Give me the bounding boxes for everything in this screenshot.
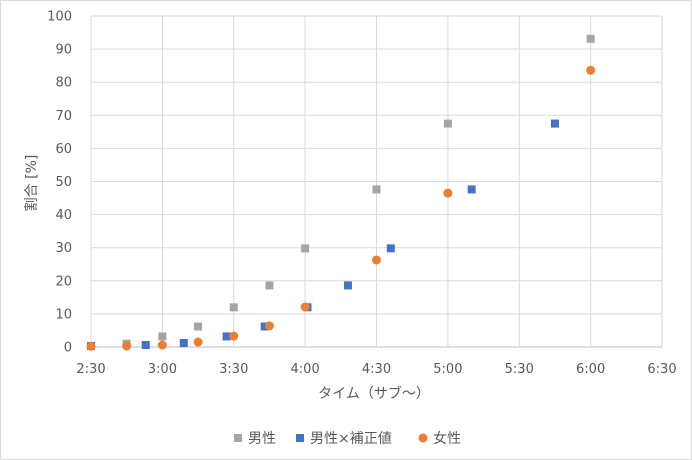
x-tick-label: 4:00: [291, 362, 320, 377]
gridlines: [90, 15, 663, 348]
series-2-point: [550, 119, 559, 128]
x-tick-label: 3:30: [219, 362, 248, 377]
y-axis-ticks: 0 10 20 30 40 50 60 70 80 90 100: [47, 10, 72, 356]
x-tick-label: 4:30: [362, 362, 391, 377]
y-tick-label: 20: [55, 274, 72, 289]
x-tick-label: 6:30: [647, 362, 676, 377]
y-tick-label: 40: [55, 208, 72, 223]
series-3-point: [86, 341, 96, 351]
series-1-point: [194, 322, 203, 331]
series-3-point: [300, 302, 310, 312]
series-1-point: [229, 303, 238, 312]
y-axis-title: 割合 [%]: [23, 155, 40, 212]
series-1-point: [372, 185, 381, 194]
series-2-point: [343, 281, 352, 290]
x-tick-label: 6:00: [576, 362, 605, 377]
y-tick-label: 80: [55, 76, 72, 91]
series-3-point: [372, 255, 381, 265]
x-axis-title: タイム（サブ〜）: [318, 385, 430, 402]
legend-label-1: 男性: [248, 431, 276, 447]
series-3-point: [157, 340, 167, 350]
data-points: [86, 34, 596, 351]
y-tick-label: 0: [64, 341, 72, 356]
legend-marker-1: [234, 434, 242, 442]
legend-label-2: 男性×補正値: [310, 431, 392, 447]
x-tick-label: 2:30: [76, 362, 105, 377]
legend-marker-3: [418, 433, 428, 443]
x-axis-ticks: 2:30 3:00 3:30 4:00 4:30 5:00 5:30 6:00 6:30: [76, 362, 676, 377]
series-2-point: [179, 339, 188, 348]
series-1-point: [265, 281, 274, 290]
x-tick-label: 5:30: [505, 362, 534, 377]
legend: 男性 男性×補正値 女性: [234, 430, 461, 447]
legend-label-3: 女性: [433, 430, 461, 447]
series-3-point: [586, 65, 596, 75]
series-3-point: [264, 321, 274, 331]
series-1-point: [301, 244, 310, 253]
x-tick-label: 5:00: [433, 362, 462, 377]
y-tick-label: 50: [55, 175, 72, 190]
y-tick-label: 100: [47, 10, 72, 25]
series-1-point: [443, 119, 452, 128]
series-1-point: [158, 332, 167, 341]
x-tick-label: 3:00: [148, 362, 177, 377]
series-2-point: [386, 244, 395, 253]
series-2-point: [141, 341, 150, 350]
y-tick-label: 60: [55, 142, 72, 157]
y-tick-label: 10: [55, 307, 72, 322]
legend-marker-2: [296, 434, 304, 442]
y-tick-label: 30: [55, 241, 72, 256]
series-2-point: [222, 332, 231, 341]
series-3-point: [443, 188, 453, 198]
series-3-point: [229, 331, 239, 341]
series-1-point: [586, 34, 595, 43]
y-tick-label: 70: [55, 109, 72, 124]
series-3-point: [122, 341, 132, 351]
y-tick-label: 90: [55, 43, 72, 58]
series-2-point: [260, 322, 269, 331]
series-3-point: [193, 337, 203, 347]
series-2-point: [467, 185, 476, 194]
